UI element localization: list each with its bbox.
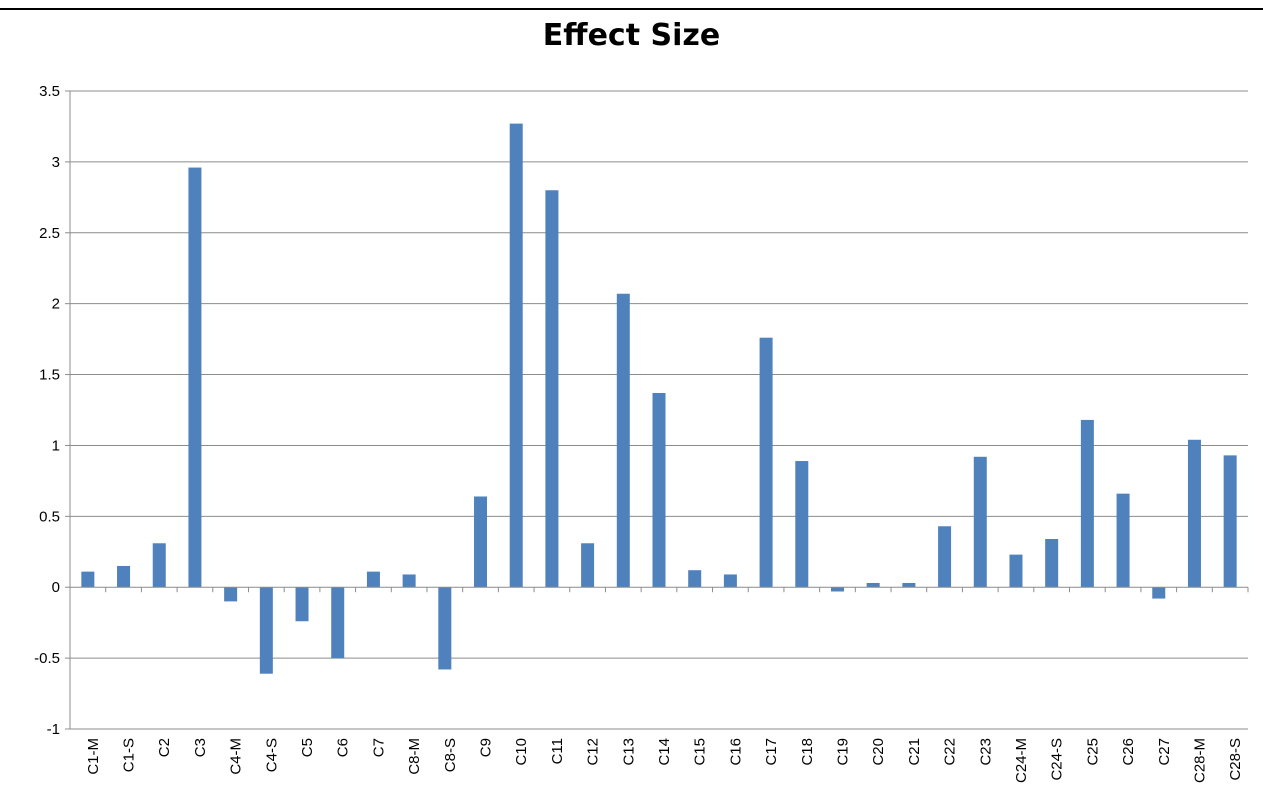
x-tick-label: C15 — [692, 738, 709, 766]
x-tick-label: C24-M — [1013, 738, 1030, 783]
bar-c3 — [188, 167, 202, 588]
bar-c18 — [795, 461, 809, 588]
y-tick-label: -1 — [47, 721, 60, 738]
bar-c23 — [973, 456, 987, 588]
bar-c27 — [1152, 587, 1166, 599]
chart-title: Effect Size — [542, 18, 721, 53]
bar-c22 — [938, 526, 952, 588]
bar-c20 — [866, 582, 880, 588]
bar-c21 — [902, 582, 916, 588]
bar-c28-m — [1187, 439, 1201, 588]
bar-c16 — [723, 574, 737, 588]
y-tick-labels: -1 -0.5 0 0.5 1 1.5 2 2.5 3 3.5 — [34, 83, 60, 738]
y-tick-label: 3 — [52, 154, 60, 171]
x-tick-label: C6 — [335, 738, 352, 757]
x-tick-label: C9 — [478, 738, 495, 757]
x-tick-label: C12 — [585, 738, 602, 766]
x-tick-label: C3 — [192, 738, 209, 757]
y-tick-label: 1.5 — [39, 367, 60, 384]
x-tick-label: C17 — [763, 738, 780, 766]
bars — [81, 123, 1237, 674]
axes — [65, 90, 1249, 730]
y-tick-label: 3.5 — [39, 83, 60, 100]
y-tick-label: 0 — [52, 579, 60, 596]
bar-c1-m — [81, 571, 95, 588]
bar-c4-m — [224, 587, 238, 602]
bar-c11 — [545, 190, 559, 588]
bar-c10 — [509, 123, 523, 588]
x-tick-label: C1-M — [85, 738, 102, 775]
bar-c26 — [1116, 493, 1130, 588]
x-tick-label: C28-M — [1191, 738, 1208, 783]
x-tick-label: C14 — [656, 738, 673, 766]
bar-c5 — [295, 587, 309, 622]
bar-c2 — [152, 543, 166, 588]
x-tick-label: C19 — [834, 738, 851, 766]
x-tick-label: C4-M — [228, 738, 245, 775]
x-tick-label: C2 — [156, 738, 173, 757]
x-tick-labels: C1-M C1-S C2 C3 C4-M C4-S C5 C6 C7 C8-M C8-S C9 C10 C… — [85, 738, 1244, 783]
bar-c19 — [830, 587, 844, 592]
y-tick-label: 2.5 — [39, 225, 60, 242]
x-tick-label: C7 — [370, 738, 387, 757]
y-tick-label: 1 — [52, 437, 60, 454]
x-tick-label: C5 — [299, 738, 316, 757]
bar-c24-s — [1045, 539, 1059, 588]
x-tick-label: C8-M — [406, 738, 423, 775]
bar-c15 — [688, 570, 702, 588]
bar-c25 — [1080, 419, 1094, 588]
x-tick-label: C21 — [906, 738, 923, 766]
x-tick-label: C16 — [727, 738, 744, 766]
bar-c8-m — [402, 574, 416, 588]
bar-c24-m — [1009, 554, 1023, 588]
y-tick-label: 0.5 — [39, 508, 60, 525]
x-tick-label: C1-S — [121, 738, 138, 772]
x-tick-label: C24-S — [1049, 738, 1066, 781]
y-tick-label: -0.5 — [34, 650, 60, 667]
x-tick-label: C18 — [799, 738, 816, 766]
bar-c6 — [331, 587, 345, 659]
bar-c1-s — [117, 565, 131, 588]
x-tick-label: C4-S — [263, 738, 280, 772]
bar-c14 — [652, 392, 666, 588]
bar-c28-s — [1223, 455, 1237, 588]
x-tick-label: C10 — [513, 738, 530, 766]
bar-c13 — [616, 293, 630, 588]
top-border-line — [0, 8, 1263, 10]
x-tick-label: C28-S — [1227, 738, 1244, 781]
bar-c12 — [581, 543, 595, 588]
bar-c9 — [474, 496, 488, 588]
x-tick-label: C11 — [549, 738, 566, 764]
x-tick-label: C27 — [1156, 738, 1173, 766]
x-tick-label: C23 — [977, 738, 994, 766]
bar-c8-s — [438, 587, 452, 670]
x-tick-label: C20 — [870, 738, 887, 766]
bar-c4-s — [259, 587, 273, 674]
x-tick-label: C26 — [1120, 738, 1137, 766]
x-tick-label: C13 — [620, 738, 637, 766]
y-tick-label: 2 — [52, 296, 60, 313]
x-tick-label: C8-S — [442, 738, 459, 772]
x-tick-label: C25 — [1084, 738, 1101, 766]
x-tick-label: C22 — [942, 738, 959, 766]
bar-c7 — [366, 571, 380, 588]
bar-c17 — [759, 337, 773, 588]
